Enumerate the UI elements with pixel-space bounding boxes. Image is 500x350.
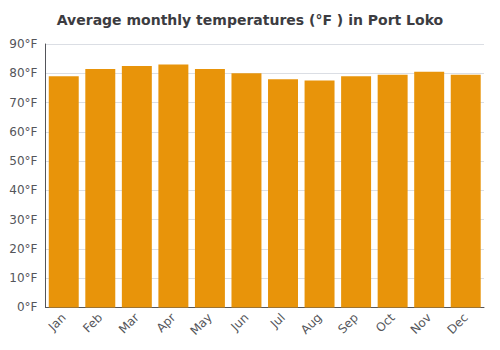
svg-text:Mar: Mar <box>116 310 142 336</box>
svg-text:80°F: 80°F <box>9 66 37 80</box>
svg-text:70°F: 70°F <box>9 96 37 110</box>
svg-text:Sep: Sep <box>335 311 361 337</box>
svg-text:50°F: 50°F <box>9 154 37 168</box>
svg-text:30°F: 30°F <box>9 213 37 227</box>
svg-text:Feb: Feb <box>80 311 105 336</box>
svg-text:90°F: 90°F <box>9 37 37 51</box>
svg-text:May: May <box>187 311 214 338</box>
svg-text:Average monthly temperatures (: Average monthly temperatures (°F ) in Po… <box>57 12 444 28</box>
svg-text:Jan: Jan <box>45 311 69 335</box>
svg-text:Oct: Oct <box>373 310 398 335</box>
svg-text:60°F: 60°F <box>9 125 37 139</box>
svg-text:10°F: 10°F <box>9 271 37 285</box>
svg-text:Jul: Jul <box>267 311 288 332</box>
svg-text:20°F: 20°F <box>9 242 37 256</box>
svg-text:Dec: Dec <box>444 311 470 337</box>
svg-text:0°F: 0°F <box>17 300 38 314</box>
svg-text:Nov: Nov <box>408 311 434 337</box>
svg-text:40°F: 40°F <box>9 183 37 197</box>
svg-text:Jun: Jun <box>228 311 252 335</box>
svg-text:Aug: Aug <box>298 311 324 337</box>
svg-text:Apr: Apr <box>154 310 179 335</box>
